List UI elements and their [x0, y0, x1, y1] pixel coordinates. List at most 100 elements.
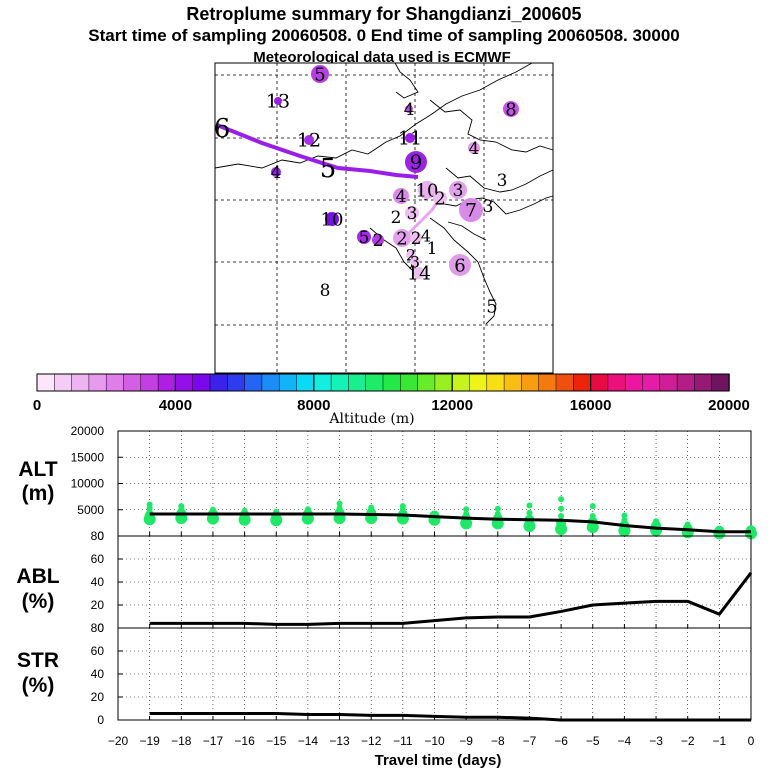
plume-marker: [413, 267, 425, 279]
colorbar-cell: [642, 373, 661, 392]
plume-marker: [503, 101, 519, 117]
x-tick-label: −18: [171, 734, 192, 748]
colorbar-cell: [123, 373, 142, 392]
plume-marker: [405, 133, 415, 143]
y-tick-label: 0: [97, 713, 104, 727]
colorbar-cell: [296, 373, 315, 392]
plume-day-label: 9: [410, 150, 423, 174]
plume-day-label: 12: [297, 130, 321, 152]
colorbar-cell: [400, 373, 419, 392]
colorbar-tick: 8000: [297, 397, 330, 414]
y-tick-label: 15000: [71, 450, 105, 464]
plume-day-label: 6: [454, 255, 465, 276]
map-gridlines: [215, 63, 553, 373]
colorbar-cell: [607, 373, 626, 392]
scatter-point: [463, 510, 470, 517]
scatter-point: [684, 521, 691, 528]
plume-day-label: 2: [411, 229, 422, 249]
x-tick-label: −6: [554, 734, 568, 748]
plume-day-label: 3: [453, 181, 464, 201]
x-tick-label: −3: [649, 734, 663, 748]
series-line: [149, 571, 753, 626]
y-tick-label: 80: [91, 529, 105, 543]
plume-day-label: 4: [404, 100, 415, 120]
plume-day-label: 1: [427, 239, 438, 259]
colorbar-frame: [36, 373, 730, 392]
x-axis-tick-labels: −20 −19 −18 −17 −16 −15 −14 −13 −12 −11 −10 −9 −8 −7−…: [108, 734, 755, 748]
plume-marker: [325, 212, 339, 226]
x-tick-label: −17: [203, 734, 224, 748]
colorbar-cell: [71, 373, 90, 392]
scatter-point: [336, 500, 343, 507]
scatter-point: [241, 507, 248, 514]
scatter-point: [589, 503, 596, 510]
colorbar: 0 4000 8000 12000 16000 20000 Altitude (m): [33, 373, 750, 427]
x-tick-label: −5: [586, 734, 600, 748]
scatter-point: [494, 505, 501, 512]
x-tick-label: −7: [523, 734, 537, 748]
colorbar-cell: [261, 373, 280, 392]
colorbar-label: Altitude (m): [328, 411, 414, 427]
colorbar-tick: 0: [33, 397, 41, 414]
y-tick-label: 20: [91, 598, 105, 612]
colorbar-cell: [244, 373, 263, 392]
plume-day-label: 4: [396, 187, 407, 207]
x-tick-label: 0: [748, 734, 755, 748]
colorbar-cell: [417, 373, 436, 392]
plume-marker: [393, 188, 409, 204]
plume-day-label: 5: [486, 296, 497, 317]
plume-day-label: 4: [271, 163, 282, 183]
y-tick-label: 20000: [71, 424, 105, 438]
y-tick-label: 40: [91, 575, 105, 589]
scatter-point: [589, 513, 596, 520]
scatter-point: [558, 513, 565, 520]
plume-day-label: 11: [398, 128, 422, 150]
x-tick-label: −11: [393, 734, 413, 748]
scatter-point: [178, 503, 185, 510]
figure-title: Retroplume summary for Shangdianzi_20060…: [186, 4, 581, 24]
plume-day-label: 5: [359, 228, 370, 248]
x-tick-label: −19: [139, 734, 160, 748]
colorbar-tick-labels: 0 4000 8000 12000 16000 20000: [33, 374, 750, 414]
plume-marker: [304, 135, 314, 145]
scatter-point: [558, 505, 565, 512]
x-axis-label: Travel time (days): [375, 752, 502, 768]
colorbar-tick: 4000: [159, 397, 192, 414]
x-tick-label: −4: [618, 734, 632, 748]
colorbar-tick: 20000: [708, 397, 750, 414]
scatter-point: [336, 505, 343, 512]
colorbar-cell: [278, 373, 298, 392]
x-tick-label: −16: [234, 734, 255, 748]
panel-ylabel-unit: (%): [22, 590, 55, 613]
colorbar-cell: [676, 373, 696, 392]
scatter-point: [368, 504, 375, 511]
colorbar-cell: [538, 373, 557, 392]
x-tick-label: −13: [329, 734, 350, 748]
plume-marker: [393, 229, 411, 247]
plume-marker: [410, 232, 422, 244]
panel-ylabel: ALT: [18, 458, 57, 481]
plume-marker: [449, 181, 467, 199]
x-tick-label: −12: [361, 734, 382, 748]
colorbar-cell: [624, 373, 644, 392]
x-tick-label: −10: [424, 734, 445, 748]
panel-abl: 0 20 40 60 80 ABL(%): [16, 529, 753, 635]
plume-marker: [468, 142, 480, 154]
time-series-panels: 05000100001500020000ALT(m)020406080ABL(%…: [16, 424, 757, 727]
colorbar-cell: [434, 373, 453, 392]
x-tick-label: −8: [491, 734, 505, 748]
plume-marker: [405, 206, 419, 220]
colorbar-cell: [365, 373, 384, 392]
y-tick-label: 0: [97, 621, 104, 635]
scatter-point: [209, 506, 216, 513]
panel-str: 0 20 40 60 80 STR(%): [17, 621, 752, 727]
x-tick-label: −14: [298, 734, 319, 748]
colorbar-cell: [573, 373, 592, 392]
x-tick-label: −15: [266, 734, 287, 748]
plume-day-label: 3: [497, 171, 508, 191]
y-tick-label: 80: [91, 621, 105, 635]
colorbar-cell: [227, 373, 246, 392]
colorbar-cell: [157, 373, 177, 392]
